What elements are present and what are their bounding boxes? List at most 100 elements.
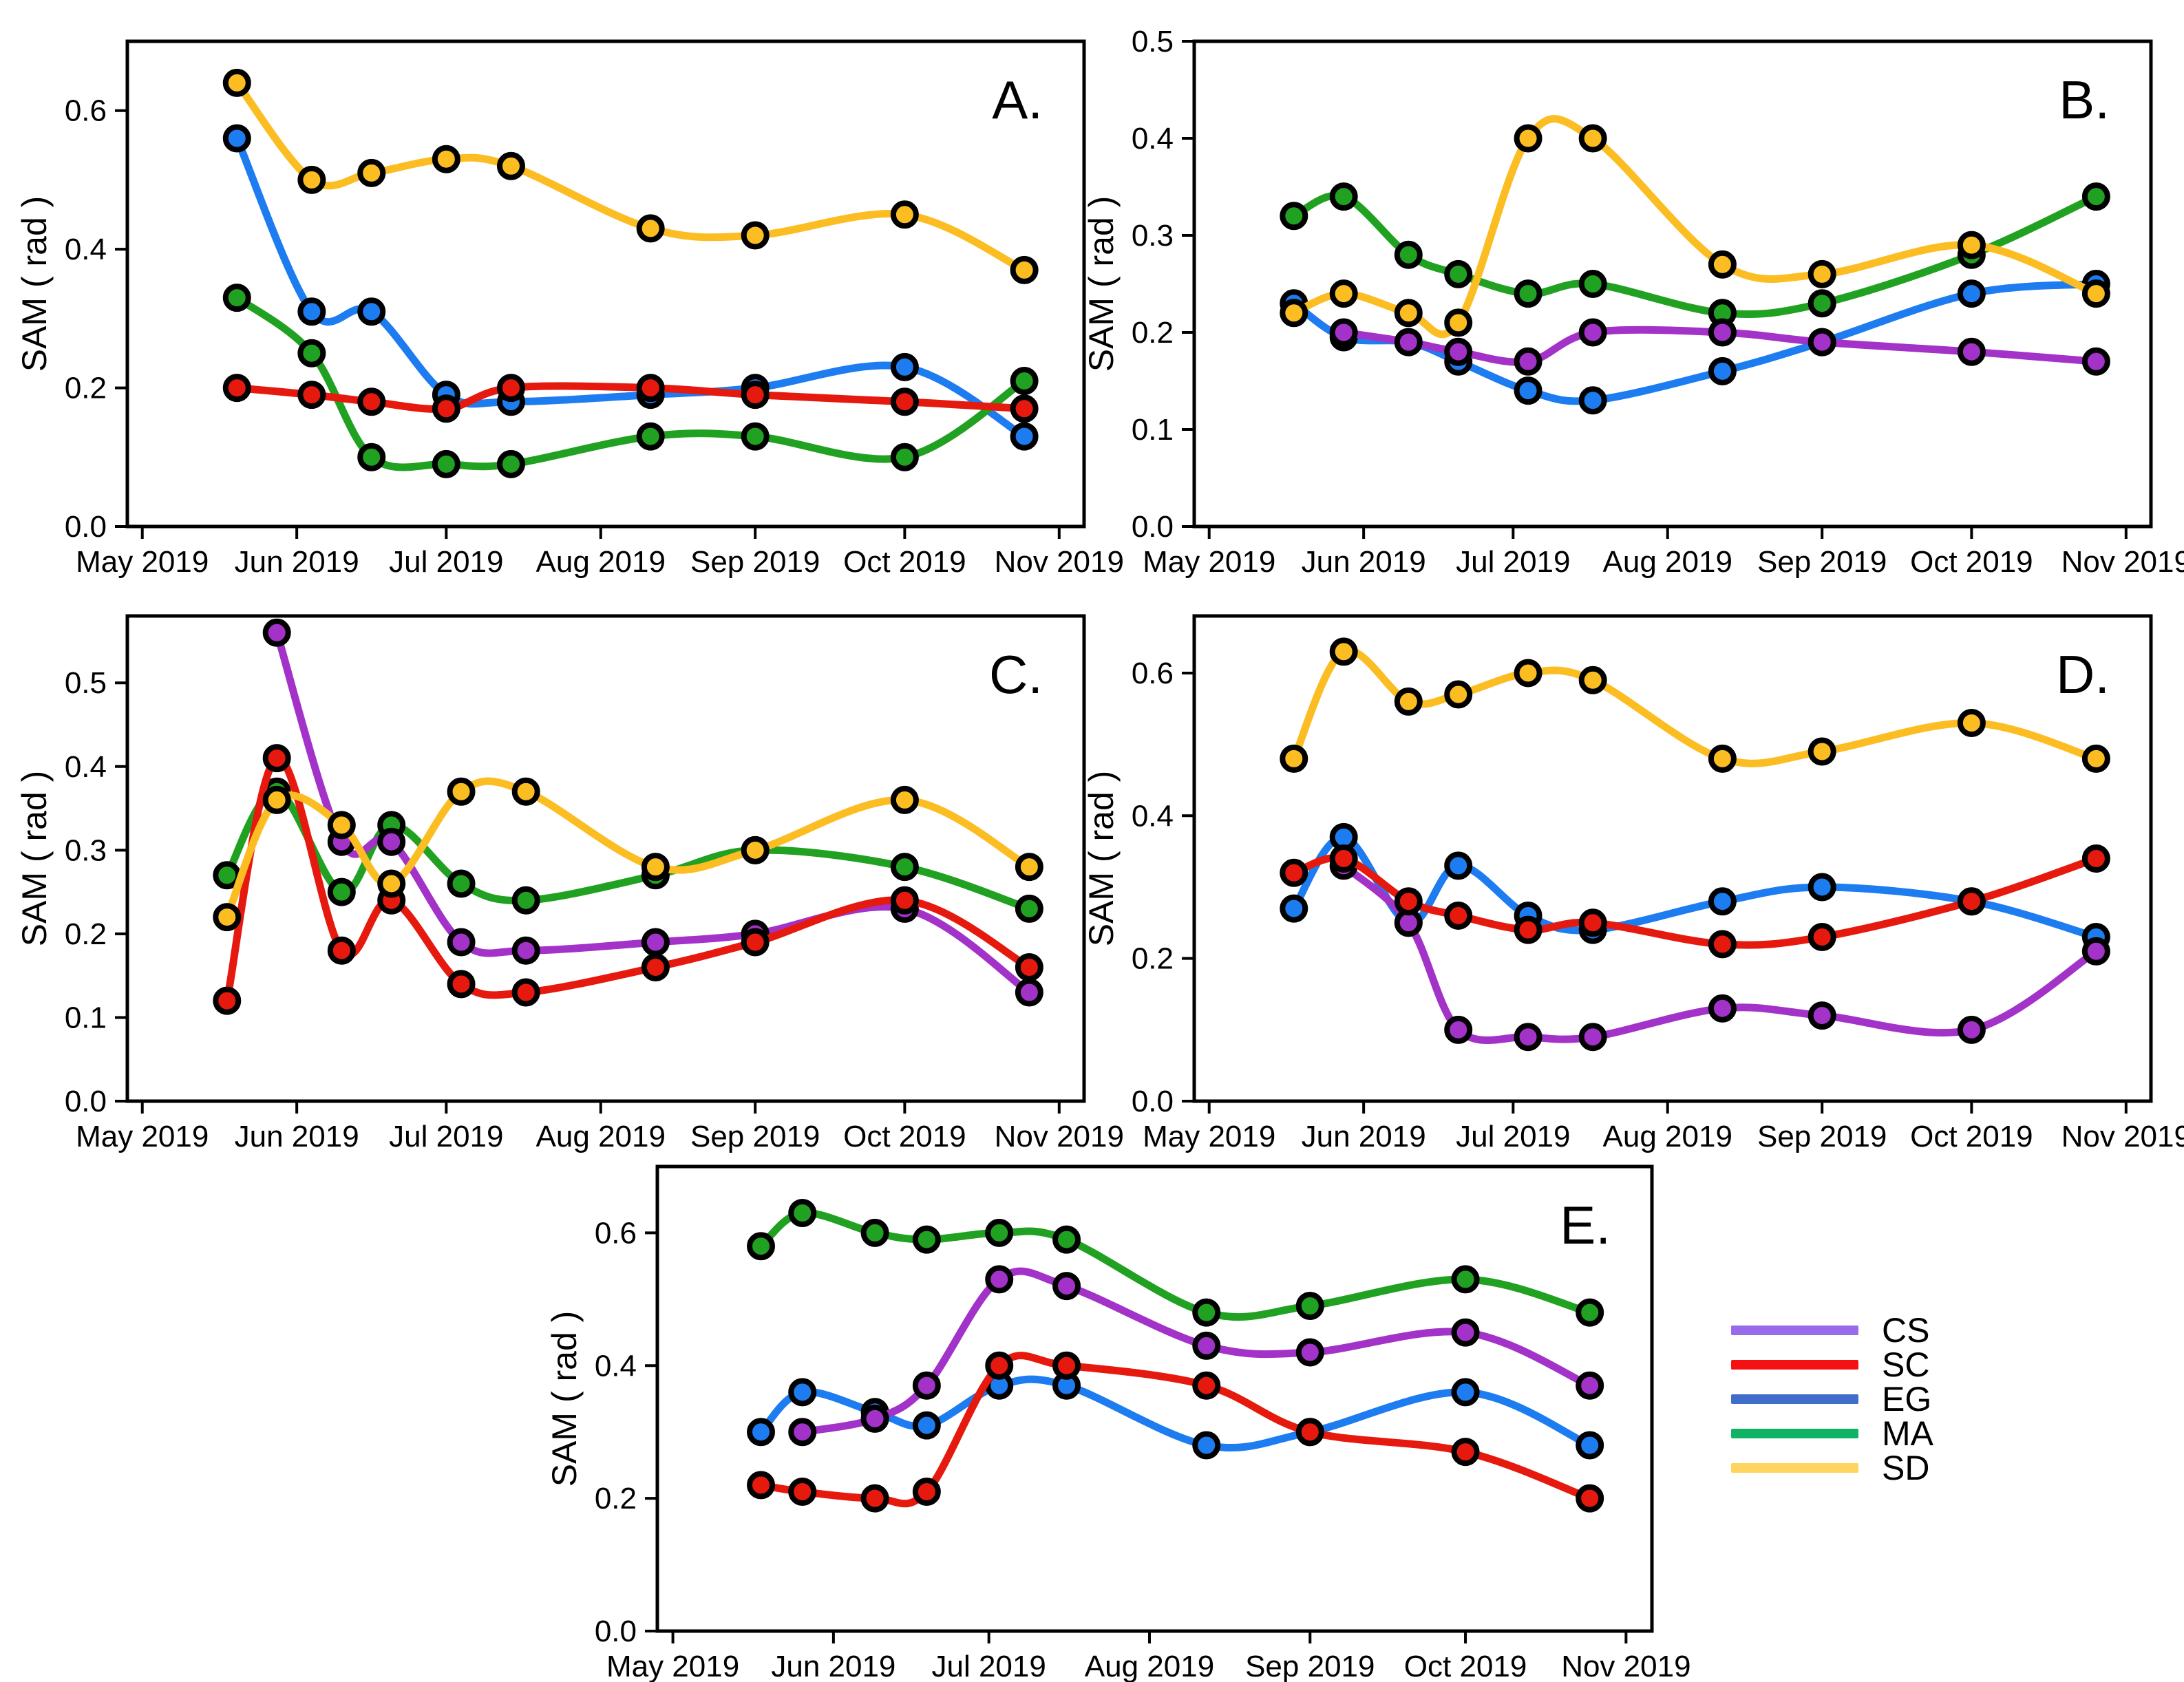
panel-D-series-SC-point (1957, 887, 1986, 916)
panel-B-ytick-label: 0.2 (1132, 316, 1174, 350)
panel-A-series-SD-point (432, 145, 460, 173)
panel-B-series-SD-point (1578, 124, 1607, 153)
legend-item-cs: CS (1731, 1313, 1933, 1348)
panel-E-xtick-label: Nov 2019 (1561, 1650, 1690, 1682)
panel-E-ytick-label: 0.4 (595, 1349, 637, 1383)
panel-A-series-SC-point (636, 374, 665, 403)
panel-B-series-CS-markers (1329, 318, 2110, 376)
legend: CS SC EG MA SD (1731, 1313, 1933, 1485)
legend-label-cs: CS (1882, 1311, 1930, 1350)
panel-A-xtick-label: Jun 2019 (235, 545, 359, 579)
panel-E-series-SC-point (1052, 1351, 1081, 1380)
panel-E-series-MA-point (985, 1218, 1014, 1247)
panel-B-ytick-label: 0.5 (1132, 25, 1174, 58)
panel-D-series-SC-point (1708, 930, 1737, 959)
panel-D-series-SC-point (1280, 858, 1308, 887)
panel-A-series-SD-point (297, 165, 326, 194)
panel-E-series-SC-point (788, 1478, 817, 1506)
panel-E-series-MA-point (788, 1199, 817, 1227)
panel-A-series-MA-point (741, 422, 770, 451)
panel-A: 0.0 0.2 0.4 0.6 May 2019 Jun 2019 Jul 2019 Aug … (15, 39, 1124, 579)
panel-A-series-MA-point (1010, 367, 1039, 395)
panel-D-series-SD-point (2081, 744, 2110, 773)
panel-D-series-CS-point (1807, 1001, 1836, 1030)
panel-B-series-MA-point (1280, 202, 1308, 231)
panel-D-series-CS-point (1514, 1023, 1542, 1052)
panel-B-series-MA-point (1444, 259, 1473, 288)
panel-B-series-MA-markers (1280, 182, 2110, 328)
panel-E-series-EG-point (788, 1378, 817, 1407)
panel-B-xtick-label: Jun 2019 (1302, 545, 1426, 579)
panel-B-series-SD-markers (1280, 124, 2110, 337)
panel-E-series-MA-point (1052, 1225, 1081, 1254)
panel-A-series-EG-point (357, 297, 386, 326)
panel-E-series-SC-point (1192, 1371, 1221, 1400)
panel-B-plot-border (1192, 39, 2153, 529)
panel-B-xtick-label: Oct 2019 (1910, 545, 2033, 579)
panel-B-series-SD-point (1807, 259, 1836, 288)
panel-E-series-MA-point (1192, 1298, 1221, 1327)
panel-B-series-EG-point (1957, 279, 1986, 308)
panel-B-series-CS-point (1514, 347, 1542, 376)
panel-C-xtick-label: Aug 2019 (536, 1120, 666, 1153)
panel-C-y-axis-label: SAM ( rad ) (15, 771, 54, 947)
panel-A-series-SD-markers (222, 68, 1039, 284)
panel-A-plot-border (125, 39, 1086, 529)
panel-C-series-MA-point (447, 869, 476, 898)
panel-C-ytick-label: 0.5 (65, 666, 107, 700)
panel-C-ytick-label: 0.2 (65, 917, 107, 951)
panel-C-xtick-label: Jul 2019 (389, 1120, 503, 1153)
panel-A-series-SC-point (432, 394, 460, 423)
panel-D-series-SD-point (1329, 637, 1358, 666)
panel-E-series-EG-point (1192, 1431, 1221, 1460)
panel-B-series-CS-point (1957, 337, 1986, 366)
panel-A-series-SD-point (890, 200, 919, 229)
panel-A-series-MA-point (222, 284, 251, 312)
panel-C-series-CS-point (377, 827, 406, 856)
legend-swatch-cs-line (1731, 1326, 1858, 1335)
legend-swatch-eg-line (1731, 1394, 1858, 1404)
panel-B-series-SD-point (1394, 299, 1423, 328)
panel-B-ytick-label: 0.4 (1132, 122, 1174, 156)
panel-C-series-SD-point (262, 785, 291, 814)
panel-E-series-SC-point (860, 1484, 889, 1513)
panel-C-series-SD-point (377, 869, 406, 898)
panel-C-series-CS-point (262, 618, 291, 647)
panel-B-series-MA-point (2081, 182, 2110, 211)
panel-E-series-SC-line (757, 1352, 1594, 1508)
panel-C-ytick-label: 0.4 (65, 750, 107, 784)
panel-A-series-SC-point (496, 374, 525, 403)
panel-E-series-CS-markers (788, 1265, 1604, 1447)
panel-B-ytick-label: 0.1 (1132, 413, 1174, 447)
panel-E-series-MA-markers (747, 1199, 1604, 1327)
panel-B-series-SD-point (1329, 279, 1358, 308)
panel-D-series-SC-point (1578, 908, 1607, 937)
panel-E-ytick-label: 0.0 (595, 1615, 637, 1648)
panel-E-series-MA-point (1451, 1265, 1480, 1294)
panel-A-series-SC-point (222, 374, 251, 403)
panel-D-xtick-label: Sep 2019 (1757, 1120, 1887, 1153)
legend-swatch-sc-line (1731, 1360, 1858, 1370)
panel-B-series-MA-point (1394, 240, 1423, 269)
panel-C-ytick-label: 0.0 (65, 1085, 107, 1118)
legend-item-sd: SD (1731, 1451, 1933, 1485)
panel-B-series-MA-point (1807, 289, 1836, 318)
panel-E-series-SC-point (912, 1478, 941, 1506)
panel-C-xtick-label: May 2019 (76, 1120, 209, 1153)
panel-C-series-SD-point (511, 777, 540, 806)
legend-item-sc: SC (1731, 1348, 1933, 1382)
panel-C-letter: C. (989, 644, 1043, 705)
panel-A-y-axis-label: SAM ( rad ) (15, 196, 54, 372)
panel-D-series-SD-markers (1280, 637, 2110, 773)
panel-E-plot-border (655, 1164, 1654, 1633)
panel-C-series-MA-point (327, 877, 356, 906)
panel-D-series-SD-point (1394, 687, 1423, 716)
panel-C-series-SC-point (447, 970, 476, 999)
panel-B: 0.0 0.1 0.2 0.3 0.4 0.5 May 2019 Jun 2019 Jul 20… (1082, 25, 2184, 579)
panel-B-series-MA-point (1578, 270, 1607, 298)
panel-A-xtick-label: Oct 2019 (843, 545, 966, 579)
panel-D-ytick-label: 0.6 (1132, 657, 1174, 690)
legend-label-ma: MA (1882, 1414, 1933, 1453)
panel-A-xtick-label: Sep 2019 (690, 545, 820, 579)
